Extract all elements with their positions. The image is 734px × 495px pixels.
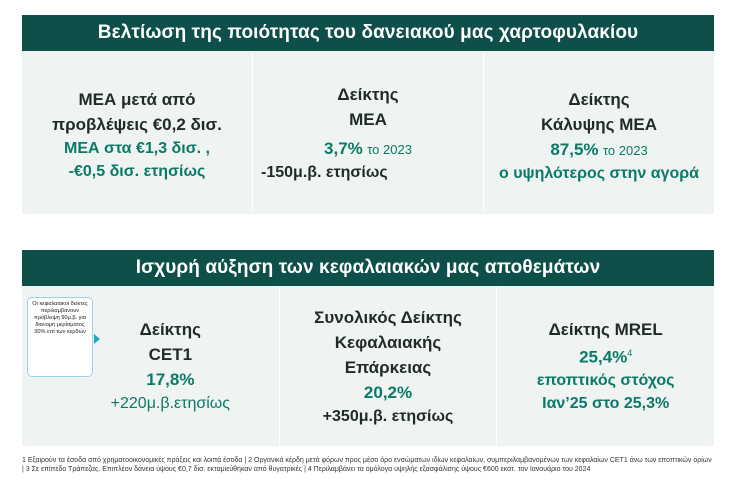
npe-ratio-value: 3,7% [324, 138, 363, 158]
npe-ratio-label2: ΜΕΑ [349, 109, 387, 129]
mrel-value-row: 25,4%4 [579, 342, 632, 369]
total-capital-label2: Κεφαλαιακής [334, 332, 442, 352]
cet1-value: 17,8% [146, 370, 195, 389]
npe-after-provisions-line2: προβλέψεις €0,2 δισ. [52, 114, 222, 134]
npe-after-provisions-line1: ΜΕΑ μετά από [78, 89, 196, 109]
total-capital-change: +350μ.β. ετησίως [322, 407, 454, 425]
total-capital-label3: Επάρκειας [344, 357, 432, 377]
npe-ratio-change: -150μ.β. ετησίως [261, 163, 388, 181]
npe-ratio-year: το 2023 [367, 141, 412, 157]
cet1-card: Δείκτης CET1 17,8% +220μ.β.ετησίως [22, 286, 279, 446]
total-capital-value: 20,2% [363, 382, 413, 402]
mrel-value: 25,4% [579, 347, 628, 367]
npe-coverage-year: το 2023 [602, 142, 648, 158]
npe-coverage-value: 87,5% [550, 139, 599, 159]
mrel-card: Δείκτης MREL 25,4%4 εποπτικός στόχος Ιαν… [496, 286, 714, 446]
npe-ratio-value-row: 3,7% το 2023 [324, 136, 412, 161]
callout-arrow-icon [94, 334, 100, 344]
section-title-loan-quality: Βελτίωση της ποιότητας του δανειακού μας… [22, 15, 714, 51]
cet1-label1: Δείκτης [139, 320, 201, 339]
capital-panel: Δείκτης CET1 17,8% +220μ.β.ετησίως Συνολ… [22, 286, 714, 446]
cet1-label2: CET1 [148, 345, 193, 364]
section-title-capital: Ισχυρή αύξηση των κεφαλαιακών μας αποθεμ… [22, 250, 714, 286]
cet1-change: +220μ.β.ετησίως [110, 395, 230, 412]
total-capital-label1: Συνολικός Δείκτης [314, 307, 462, 327]
npe-coverage-card: Δείκτης Κάλυψης ΜΕΑ 87,5% το 2023 ο υψηλ… [483, 51, 714, 214]
npe-ratio-card: Δείκτης ΜΕΑ 3,7% το 2023 -150μ.β. ετησίω… [252, 51, 483, 214]
npe-after-provisions-card: ΜΕΑ μετά από προβλέψεις €0,2 δισ. ΜΕΑ στ… [22, 51, 252, 214]
npe-coverage-note: ο υψηλότερος στην αγορά [498, 164, 699, 182]
npe-ratio-label1: Δείκτης [337, 84, 399, 104]
npe-stock-line: ΜΕΑ στα €1,3 δισ. , [64, 139, 210, 157]
total-capital-card: Συνολικός Δείκτης Κεφαλαιακής Επάρκειας … [278, 286, 497, 446]
mrel-footnote-ref: 4 [627, 347, 633, 358]
loan-quality-panel: ΜΕΑ μετά από προβλέψεις €0,2 δισ. ΜΕΑ στ… [22, 51, 714, 214]
npe-coverage-label1: Δείκτης [568, 89, 630, 109]
npe-coverage-value-row: 87,5% το 2023 [550, 137, 647, 162]
footnotes: 1 Εξαιρούν τα έσοδα από χρηματοοικονομικ… [22, 457, 712, 473]
mrel-label: Δείκτης MREL [548, 319, 663, 339]
mrel-target-label: εποπτικός στόχος [536, 372, 675, 390]
dividend-provision-callout: Οι κεφαλαιακοί δείκτες περιλαμβάνουν πρό… [27, 297, 93, 377]
npe-coverage-label2: Κάλυψης ΜΕΑ [541, 114, 657, 134]
npe-stock-change: -€0,5 δισ. ετησίως [68, 162, 206, 180]
mrel-target-value: Ιαν’25 στο 25,3% [542, 395, 670, 413]
